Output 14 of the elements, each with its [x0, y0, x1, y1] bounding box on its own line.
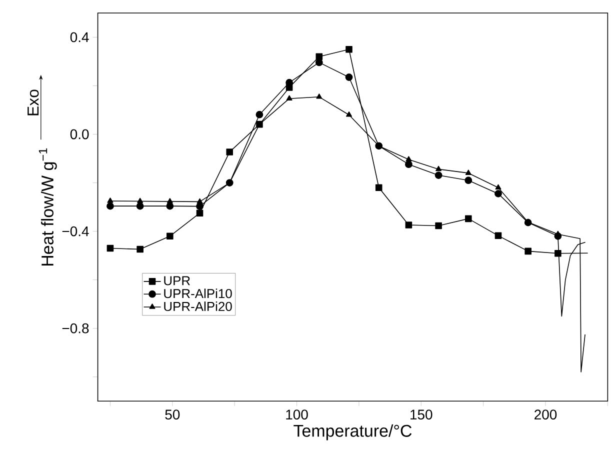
legend-label: UPR-AlPi10 [164, 288, 232, 298]
y-tick-label: −0.4 [62, 226, 89, 236]
y-tick-label: −0.8 [62, 323, 89, 334]
x-tick-label: 200 [534, 410, 557, 420]
y-tick-label: 0.4 [70, 32, 89, 42]
x-tick-label: 100 [286, 410, 308, 420]
text: Exo [28, 90, 39, 116]
x-axis-title: Temperature/°C [294, 424, 412, 440]
x-tick-label: 150 [410, 410, 432, 420]
legend-label: UPR-AlPi20 [164, 302, 232, 312]
y-tick-label: 0.0 [70, 129, 89, 140]
legend-label: UPR [164, 276, 190, 286]
x-tick-label: 50 [165, 410, 180, 420]
y-axis-title: Heat flow/W g$^{−1}$ [38, 148, 57, 266]
